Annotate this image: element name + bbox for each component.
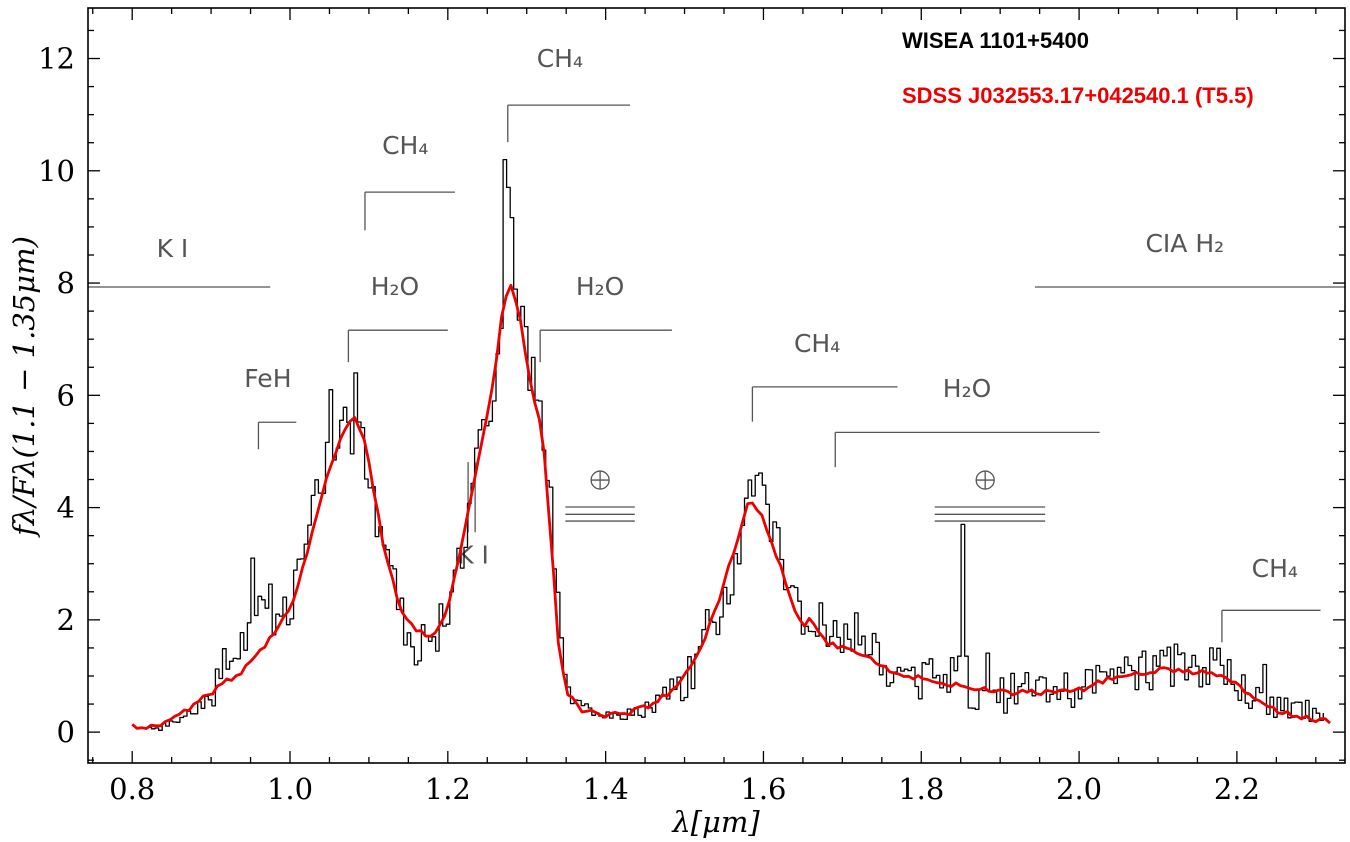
y-tick-label: 2 [57, 603, 75, 637]
y-axis-label: fλ/Fλ(1.1 − 1.35μm) [7, 236, 41, 536]
x-tick-label: 1.4 [583, 772, 629, 806]
legend-label-target: WISEA 1101+5400 [902, 28, 1089, 53]
plot-frame [87, 7, 1346, 764]
x-axis-label: λ[μm] [672, 805, 760, 839]
legend-label-template: SDSS J032553.17+042540.1 (T5.5) [902, 83, 1254, 108]
feature-label: H₂O [943, 374, 992, 403]
feature-label: FeH [244, 364, 291, 393]
y-tick-label: 0 [57, 715, 75, 749]
y-tick-label: 12 [38, 42, 75, 76]
x-tick-label: 1.2 [425, 772, 471, 806]
y-tick-label: 10 [38, 154, 75, 188]
feature-label: H₂O [576, 272, 625, 301]
spectrum-target-line [148, 158, 1324, 731]
x-tick-label: 2.0 [1056, 772, 1102, 806]
x-tick-label: 1.6 [740, 772, 786, 806]
y-tick-label: 6 [57, 378, 75, 412]
y-tick-label: 4 [57, 491, 75, 525]
feature-label: CH₄ [537, 44, 583, 73]
x-tick-label: 1.8 [898, 772, 944, 806]
feature-label: H₂O [371, 272, 420, 301]
axis-ticks [88, 8, 1345, 763]
spectra [131, 158, 1331, 731]
y-tick-label: 8 [57, 266, 75, 300]
feature-label: CIA H₂ [1145, 229, 1224, 258]
x-tick-label: 2.2 [1214, 772, 1260, 806]
spectrum-template-line [131, 283, 1331, 730]
feature-label: CH₄ [794, 329, 840, 358]
feature-label: CH₄ [1252, 554, 1298, 583]
feature-label: CH₄ [382, 131, 428, 160]
legend: WISEA 1101+5400 SDSS J032553.17+042540.1… [902, 28, 1254, 109]
x-tick-label: 1.0 [267, 772, 313, 806]
feature-label: K I [157, 234, 189, 263]
x-tick-label: 0.8 [109, 772, 155, 806]
